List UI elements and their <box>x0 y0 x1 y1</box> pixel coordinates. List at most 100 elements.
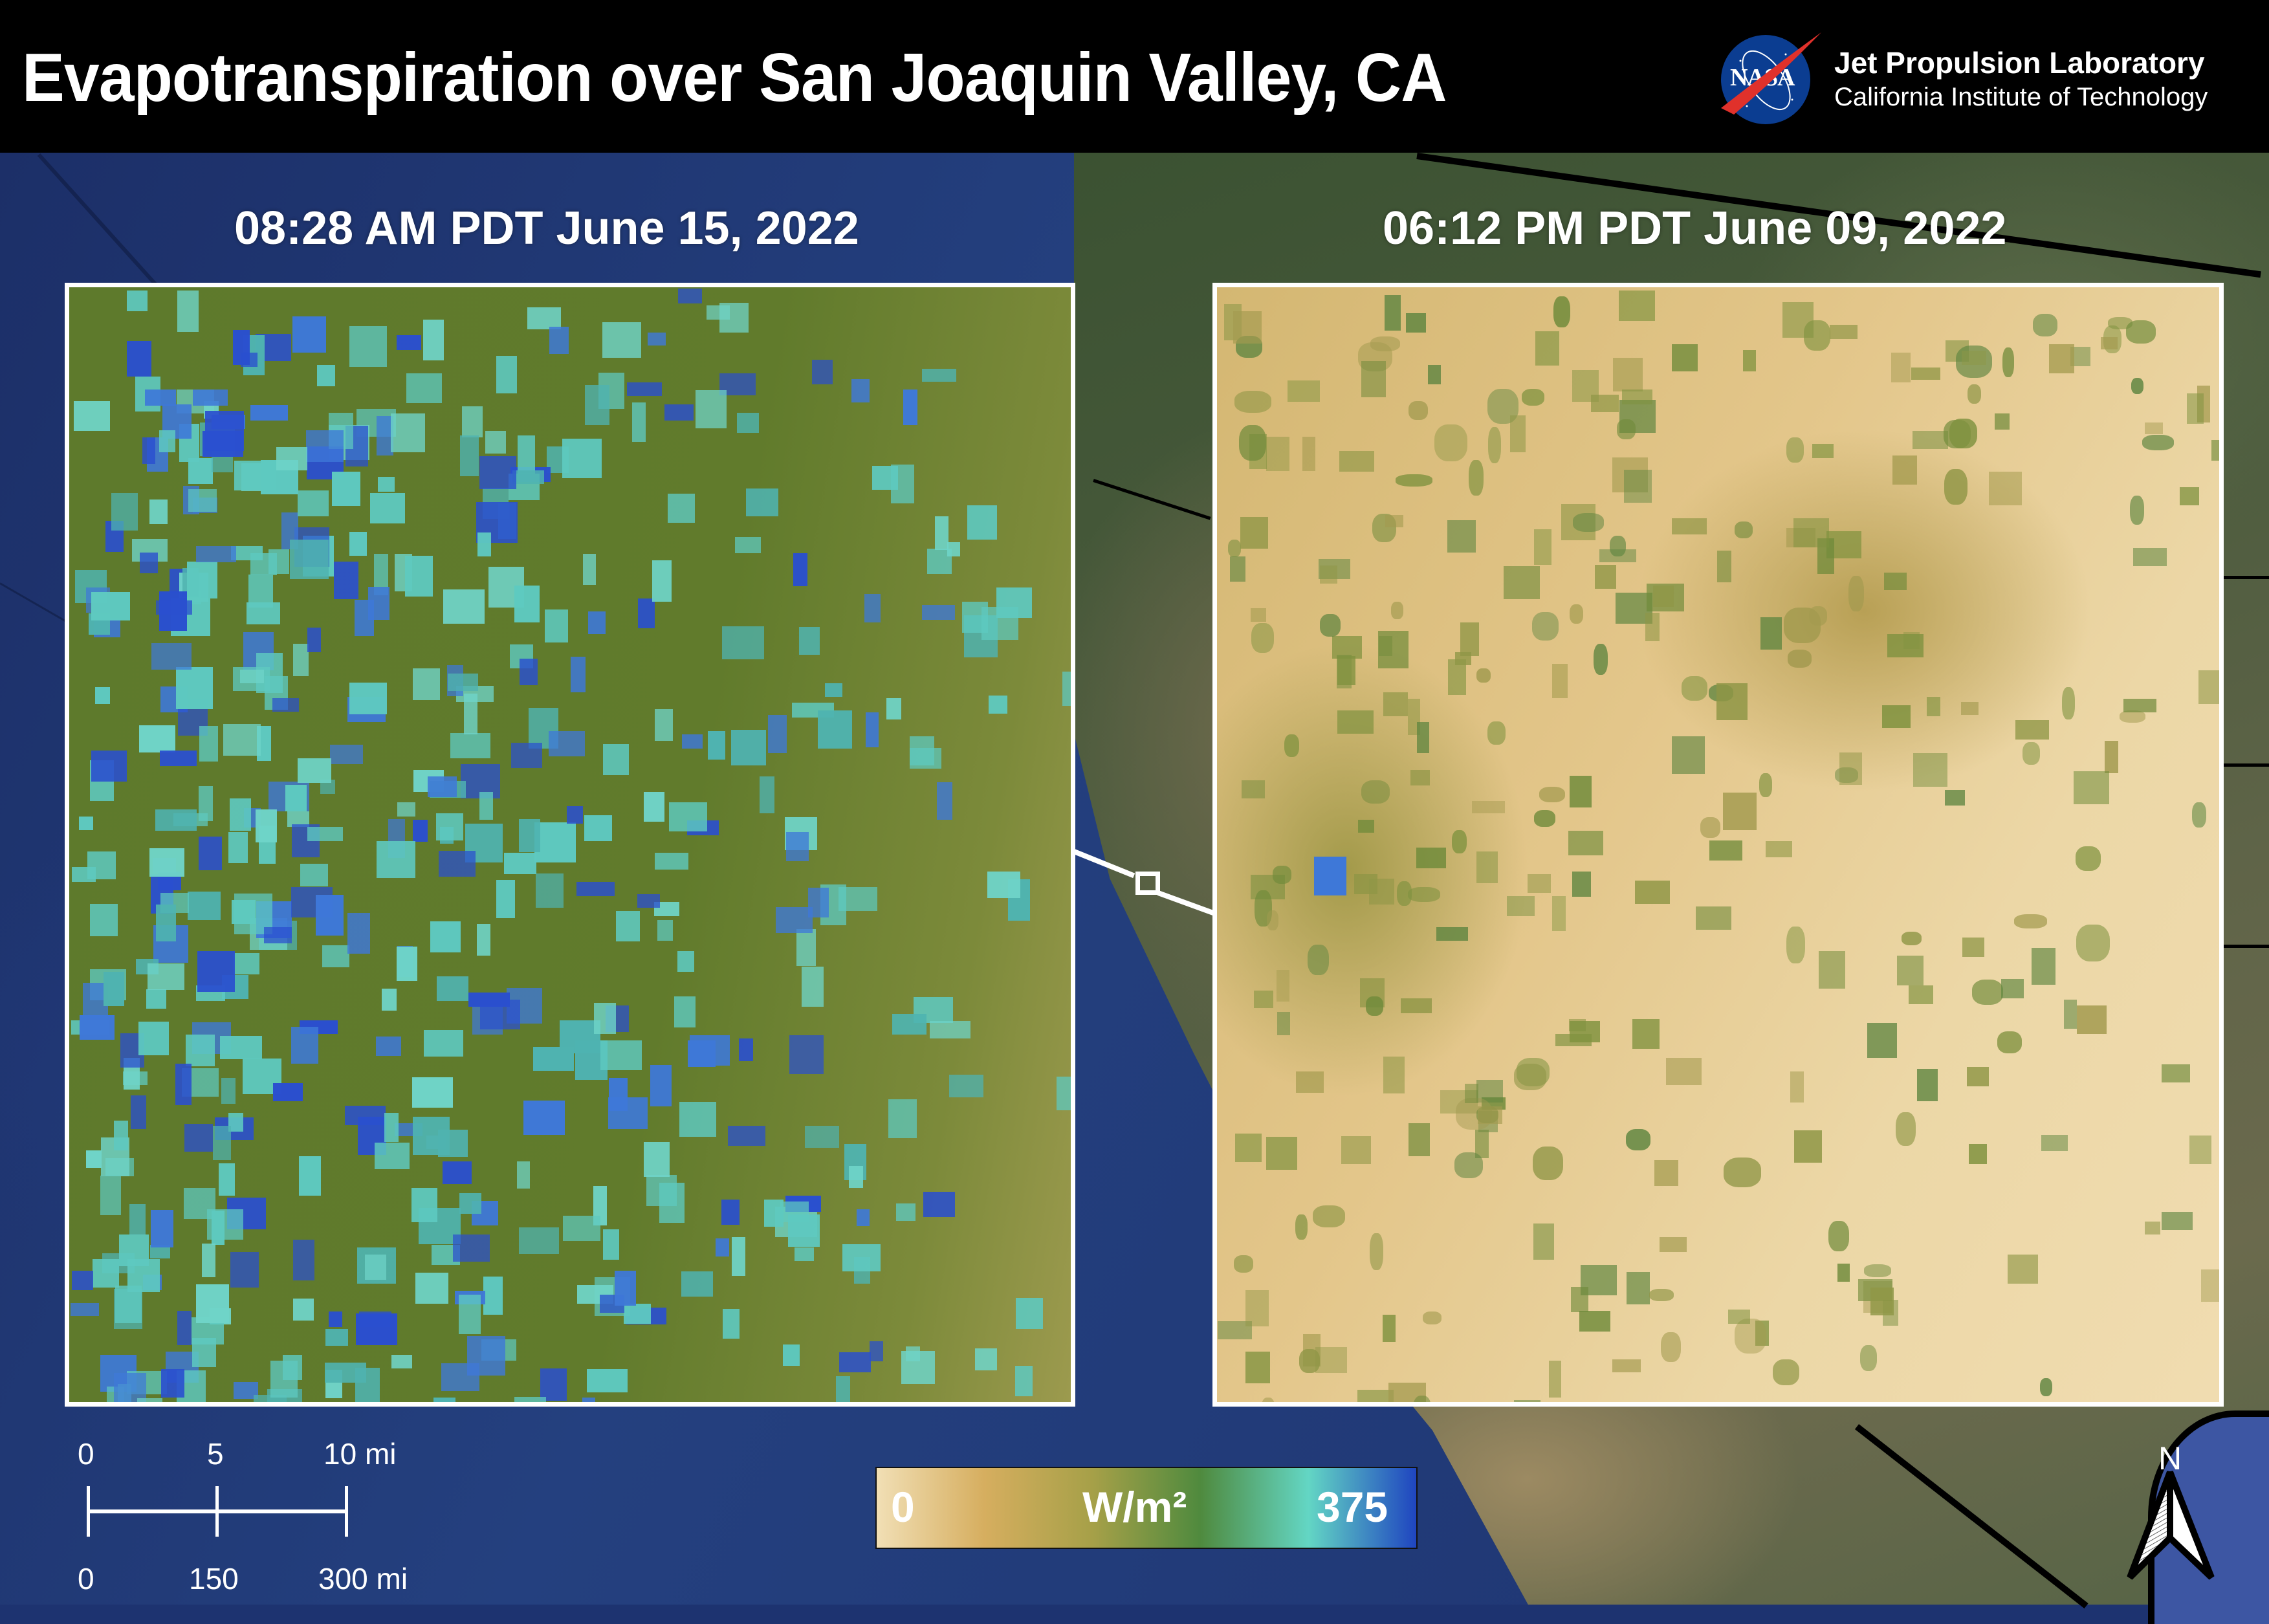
field-patch <box>159 430 176 452</box>
field-patch <box>768 715 787 753</box>
field-patch <box>1962 937 1984 958</box>
field-patch <box>745 488 779 516</box>
field-patch <box>1383 1057 1405 1093</box>
field-patch <box>2014 914 2047 928</box>
field-patch <box>1760 617 1782 650</box>
field-patch <box>1396 881 1412 906</box>
field-patch <box>657 919 673 941</box>
scale-tick <box>215 1486 219 1537</box>
field-patch <box>146 989 167 1009</box>
field-patch <box>866 712 879 748</box>
field-patch <box>1626 1272 1650 1304</box>
field-patch <box>1759 773 1772 797</box>
field-patch <box>104 972 124 1007</box>
field-patch <box>582 554 596 586</box>
field-patch <box>789 1035 824 1074</box>
field-patch <box>1234 391 1272 413</box>
field-patch <box>72 1270 93 1290</box>
field-patch <box>903 390 917 425</box>
field-patch <box>1595 564 1616 589</box>
field-patch <box>1790 1071 1804 1103</box>
field-patch <box>677 950 695 972</box>
field-patch <box>888 1099 917 1138</box>
field-patch <box>1742 349 1757 372</box>
field-patch <box>864 594 881 622</box>
field-patch <box>177 291 199 333</box>
field-patch <box>2145 1221 2160 1235</box>
field-patch <box>413 1117 450 1156</box>
field-patch <box>584 384 609 425</box>
field-patch <box>1997 1031 2022 1054</box>
field-patch <box>1506 896 1535 916</box>
field-patch <box>1284 734 1300 758</box>
field-patch <box>637 894 661 908</box>
field-patch <box>197 951 236 993</box>
field-patch <box>1015 1366 1033 1396</box>
field-patch <box>1949 418 1977 449</box>
field-patch <box>1409 1123 1430 1156</box>
field-patch <box>322 945 349 968</box>
field-patch <box>250 553 278 575</box>
field-patch <box>1416 722 1429 753</box>
field-patch <box>1793 518 1829 548</box>
field-patch <box>1062 671 1071 707</box>
field-patch <box>2125 320 2156 344</box>
field-patch <box>442 1161 472 1184</box>
field-patch <box>1357 819 1375 833</box>
field-patch <box>2061 687 2075 719</box>
field-patch <box>929 1021 971 1039</box>
field-patch <box>988 695 1007 714</box>
field-patch <box>292 644 309 677</box>
field-patch <box>654 708 674 741</box>
field-patch <box>273 1083 303 1101</box>
field-patch <box>721 1200 740 1225</box>
field-patch <box>631 402 646 442</box>
field-patch <box>177 1310 192 1346</box>
field-patch <box>188 489 217 512</box>
field-patch <box>239 670 265 683</box>
field-patch <box>79 816 94 830</box>
field-patch <box>1672 344 1698 372</box>
field-patch <box>1454 1152 1483 1178</box>
field-patch <box>730 729 767 766</box>
field-patch <box>1570 1286 1588 1312</box>
field-patch <box>759 776 774 813</box>
panel-title-am: 08:28 AM PDT June 15, 2022 <box>234 203 859 254</box>
field-patch <box>1295 1214 1308 1240</box>
field-patch <box>1245 1351 1271 1383</box>
field-patch <box>532 1047 575 1071</box>
field-patch <box>1709 840 1743 861</box>
field-patch <box>540 1368 567 1401</box>
field-patch <box>2161 1212 2193 1231</box>
field-patch <box>1634 880 1670 904</box>
field-patch <box>549 731 586 756</box>
field-patch <box>503 853 536 875</box>
field-patch <box>947 542 961 556</box>
field-patch <box>1944 790 1965 806</box>
field-patch <box>2000 979 2024 998</box>
field-patch <box>909 736 934 766</box>
field-patch <box>1460 622 1480 656</box>
field-patch <box>2076 924 2110 961</box>
field-patch <box>2039 1378 2053 1397</box>
field-patch <box>652 560 672 602</box>
field-patch <box>519 819 541 852</box>
field-patch <box>719 302 749 333</box>
field-patch <box>512 470 545 484</box>
state-border <box>2224 945 2269 948</box>
field-patch <box>1422 1311 1441 1324</box>
field-patch <box>795 1247 814 1262</box>
field-patch <box>1735 1319 1766 1354</box>
field-patch <box>1391 601 1404 619</box>
field-patch <box>627 382 662 397</box>
field-patch <box>349 683 387 714</box>
field-patch <box>1465 1083 1478 1103</box>
field-patch <box>1288 380 1321 402</box>
field-patch <box>468 993 510 1007</box>
field-patch <box>1469 459 1484 496</box>
field-patch <box>349 326 387 368</box>
field-patch <box>220 1036 262 1059</box>
field-patch <box>1337 710 1374 734</box>
field-patch <box>1969 1144 1988 1165</box>
field-patch <box>1240 517 1269 549</box>
